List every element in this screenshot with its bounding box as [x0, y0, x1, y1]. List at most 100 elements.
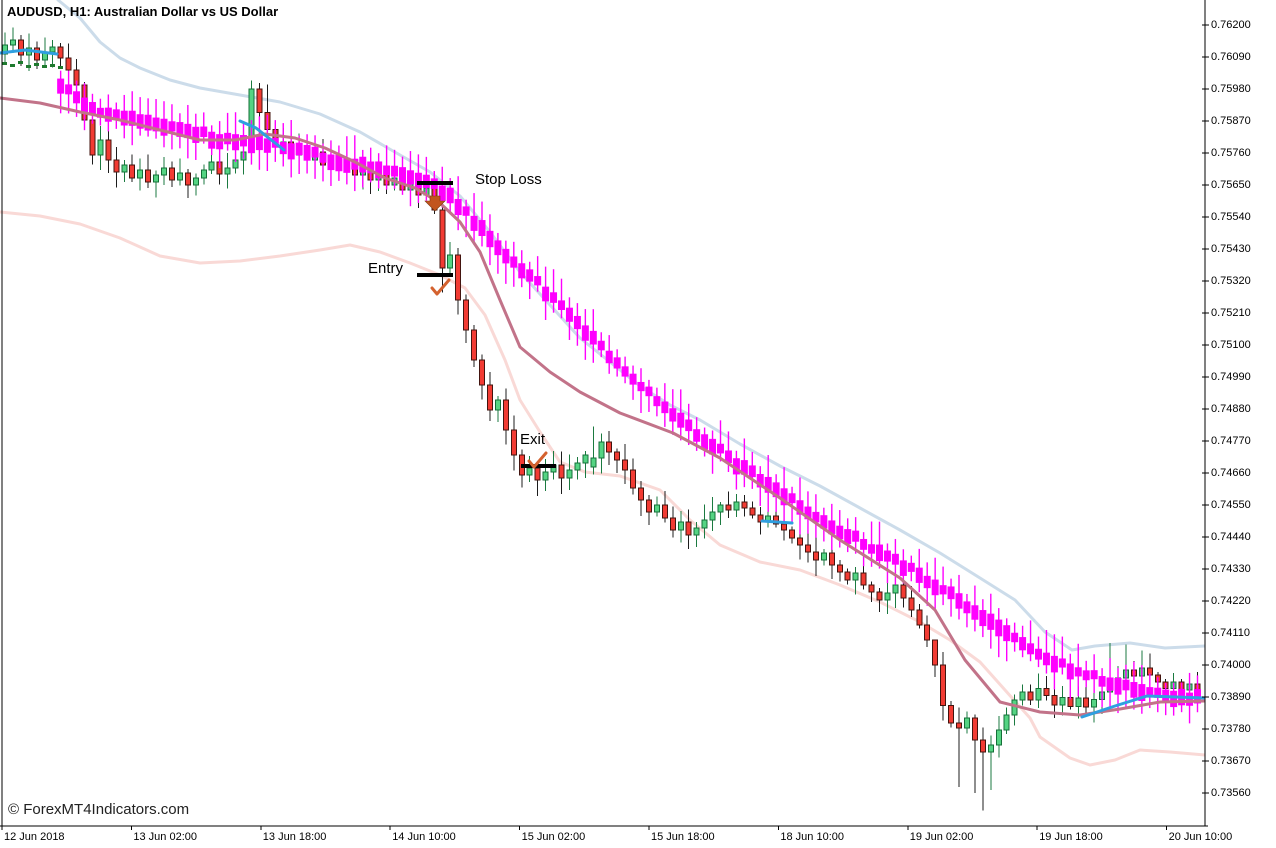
ribbon-body [963, 601, 971, 614]
ribbon-body [645, 386, 653, 397]
ribbon-body [136, 114, 144, 129]
candle-up [121, 164, 128, 173]
ribbon-body [96, 107, 104, 118]
ribbon-body [685, 419, 693, 432]
candles-layer [2, 27, 1201, 811]
candle-down [630, 469, 637, 489]
ribbon-body [764, 476, 772, 493]
ribbon-body [868, 544, 876, 554]
candle-up [208, 161, 215, 171]
candle-up [97, 139, 104, 156]
candle-down [900, 584, 907, 599]
candle-up [1035, 687, 1042, 701]
candle-up [192, 177, 199, 186]
ribbon-body [581, 325, 589, 341]
ribbon-body [1138, 684, 1146, 701]
ribbon-body [200, 126, 208, 138]
candle-down [1027, 691, 1034, 701]
time-axis-label: 13 Jun 18:00 [262, 831, 327, 843]
price-axis-label: 0.73560 [1211, 787, 1251, 799]
time-axis-label: 18 Jun 10:00 [780, 831, 845, 843]
ribbon-body [709, 438, 717, 455]
ribbon-body [1011, 632, 1019, 643]
ribbon-body [565, 307, 573, 322]
ribbon-body [939, 585, 947, 595]
price-axis-label: 0.74440 [1211, 531, 1251, 543]
candle-down [979, 739, 986, 753]
ribbon-body [804, 506, 812, 520]
candle-up [709, 511, 716, 521]
ribbon-body [1019, 637, 1027, 651]
plot-area [0, 0, 1205, 811]
price-axis-label: 0.75100 [1211, 339, 1251, 351]
ribbon-body [717, 443, 724, 454]
candle-up [582, 454, 589, 464]
trend-stop-segment [0, 48, 59, 56]
candle-down [463, 299, 470, 331]
ribbon-body [923, 575, 931, 589]
ribbon-body [891, 553, 899, 565]
ribbon-body [526, 269, 534, 282]
candle-up [566, 469, 573, 479]
ribbon-body [550, 292, 558, 303]
ribbon-body [104, 107, 112, 122]
lower-band-line [0, 210, 1205, 767]
ribbon-body [351, 158, 359, 170]
price-axis-label: 0.73670 [1211, 755, 1251, 767]
time-axis-label: 12 Jun 2018 [4, 831, 65, 843]
ribbon-body [915, 567, 923, 583]
ribbon-body [406, 170, 414, 185]
ribbon-body [876, 544, 883, 562]
ribbon-body [470, 215, 478, 231]
ribbon-body [335, 154, 343, 172]
ribbon-body [73, 91, 81, 104]
candle-down [606, 441, 613, 453]
ribbon-body [1170, 690, 1178, 708]
ribbon-body [907, 562, 915, 572]
candle-up [1003, 714, 1010, 731]
ribbon-body [669, 408, 677, 422]
ribbon-body [677, 412, 685, 428]
price-axis-label: 0.75430 [1211, 243, 1251, 255]
candle-down [439, 209, 446, 269]
trend-stop-segment [1080, 694, 1205, 719]
candle-down [622, 459, 629, 471]
candle-down [455, 254, 462, 301]
ribbon-body [780, 488, 788, 506]
price-axis-label: 0.73780 [1211, 723, 1251, 735]
candle-down [932, 639, 939, 666]
candle-down [57, 46, 64, 59]
price-axis-label: 0.74110 [1211, 627, 1250, 639]
candle-down [534, 467, 541, 481]
ribbon-body [748, 465, 756, 478]
candle-up [574, 462, 581, 471]
check-mark-icon [430, 278, 451, 296]
price-axis-label: 0.76200 [1211, 19, 1251, 31]
candle-down [17, 39, 24, 56]
ribbon-body [120, 110, 128, 126]
ribbon-body [621, 366, 629, 377]
ribbon-body [319, 152, 327, 163]
candle-up [701, 519, 708, 529]
ribbon-body [844, 529, 852, 544]
ribbon-body [931, 579, 939, 596]
trend-dot [42, 65, 47, 68]
candle-down [860, 572, 867, 586]
ribbon-body [1154, 687, 1162, 698]
ribbon-body [152, 117, 160, 132]
ribbon-body [343, 157, 351, 173]
ribbon-body [1074, 667, 1082, 677]
ribbon-body [438, 185, 446, 201]
ribbon-body [836, 525, 844, 540]
price-axis-label: 0.74990 [1211, 371, 1251, 383]
ribbon-body [494, 240, 502, 256]
candle-down [908, 597, 915, 611]
ribbon-body [1122, 679, 1130, 691]
ribbon-body [65, 84, 73, 95]
ribbon-body [454, 198, 462, 216]
candle-up [677, 521, 684, 531]
candle-up [224, 167, 231, 175]
candle-up [884, 592, 891, 601]
